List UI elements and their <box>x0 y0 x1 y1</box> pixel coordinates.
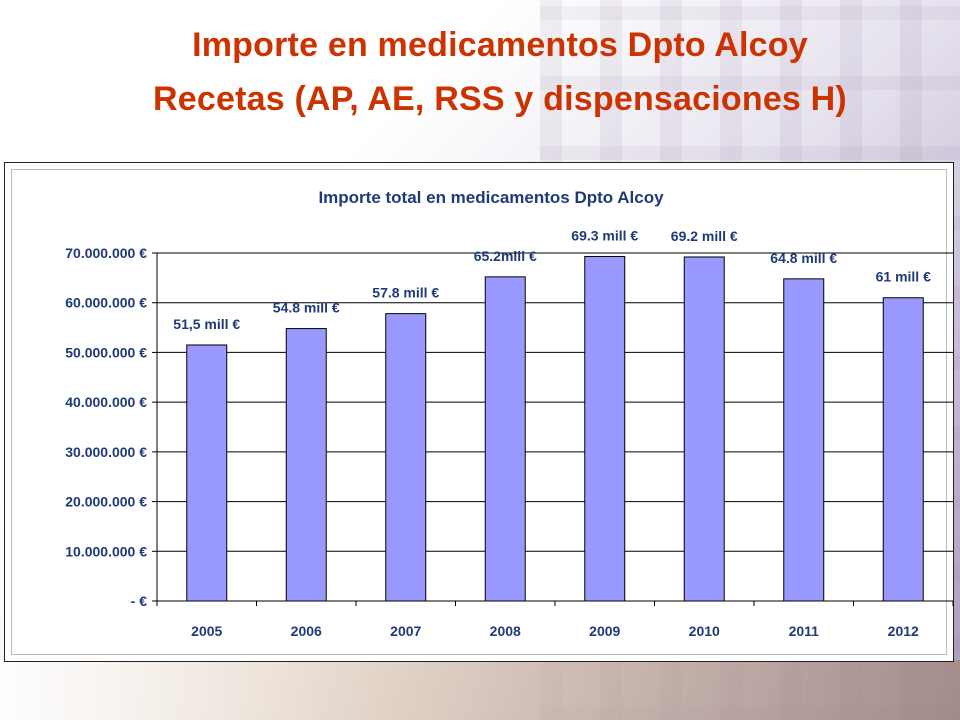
y-tick-label: 60.000.000 € <box>65 295 147 311</box>
y-tick-label: 30.000.000 € <box>65 444 147 460</box>
chart-frame: Importe total en medicamentos Dpto Alcoy… <box>4 162 954 662</box>
data-label-2007: 57.8 mill € <box>372 285 439 301</box>
bar-2005 <box>186 344 228 602</box>
slide-title-line1: Importe en medicamentos Dpto Alcoy <box>192 26 808 64</box>
y-tick-label: 70.000.000 € <box>65 245 147 261</box>
y-tick-label: 10.000.000 € <box>65 543 147 559</box>
background-bottom <box>0 660 960 720</box>
data-label-2010: 69.2 mill € <box>671 228 738 244</box>
x-tick-label: 2009 <box>589 623 620 639</box>
bar-2011 <box>783 278 825 602</box>
y-tick-label: 20.000.000 € <box>65 494 147 510</box>
data-labels: 51,5 mill € 54.8 mill € 57.8 mill € 65.2mil… <box>173 227 931 331</box>
x-tick-label: 2006 <box>291 623 322 639</box>
x-tick-label: 2012 <box>888 623 919 639</box>
slide-title-line2: Recetas (AP, AE, RSS y dispensaciones H) <box>153 80 847 118</box>
x-tick-label: 2011 <box>789 623 820 639</box>
y-tick-label: - € <box>131 593 148 609</box>
bar-2006 <box>285 328 327 602</box>
bar-chart: Importe total en medicamentos Dpto Alcoy… <box>65 188 954 639</box>
bar-2010 <box>683 256 725 602</box>
y-axis-ticks: - € 10.000.000 € 20.000.000 € 30.000.000 € 4… <box>65 245 158 609</box>
bar-2008 <box>484 276 526 602</box>
chart-frame-inner <box>11 169 947 655</box>
bar-2009 <box>584 255 626 602</box>
x-tick-label: 2008 <box>490 623 521 639</box>
data-label-2011: 64.8 mill € <box>770 250 837 266</box>
x-axis-ticks: 2005 2006 2007 2008 2009 2010 2011 2012 <box>156 600 954 639</box>
y-tick-label: 50.000.000 € <box>65 344 147 360</box>
data-label-2009: 69.3 mill € <box>571 227 638 243</box>
bars <box>186 255 924 602</box>
chart-title: Importe total en medicamentos Dpto Alcoy <box>318 188 664 207</box>
bar-2012 <box>882 297 924 602</box>
data-label-2012: 61 mill € <box>876 269 931 285</box>
x-tick-label: 2005 <box>191 623 222 639</box>
x-tick-label: 2010 <box>689 623 720 639</box>
data-label-2005: 51,5 mill € <box>173 316 240 332</box>
y-tick-label: 40.000.000 € <box>65 394 147 410</box>
data-label-2008: 65.2mill € <box>474 248 537 264</box>
x-tick-label: 2007 <box>390 623 421 639</box>
bar-2007 <box>385 313 427 602</box>
data-label-2006: 54.8 mill € <box>273 300 340 316</box>
